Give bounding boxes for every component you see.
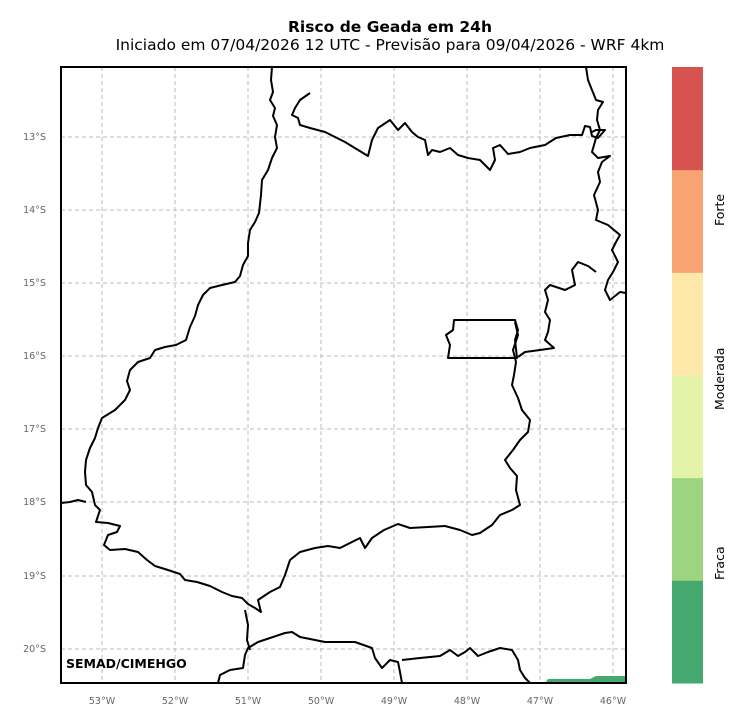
south-border-stub	[244, 609, 251, 651]
lon-tick-label: 52°W	[162, 696, 189, 707]
lon-tick-label: 49°W	[381, 696, 408, 707]
lat-tick-label: 18°S	[23, 497, 46, 508]
colorbar-segment	[672, 580, 703, 684]
colorbar-segment	[672, 272, 703, 376]
colorbar-label-moderada: Moderada	[712, 348, 727, 410]
lat-tick-label: 17°S	[23, 424, 46, 435]
lat-tick-label: 13°S	[23, 132, 46, 143]
south-border-east	[401, 647, 531, 684]
lon-tick-label: 48°W	[454, 696, 481, 707]
longitude-labels: 53°W 52°W 51°W 50°W 49°W 48°W 47°W 46°W	[89, 696, 627, 707]
goias-border	[84, 66, 531, 613]
lon-tick-label: 51°W	[235, 696, 262, 707]
colorbar-segment	[672, 477, 703, 581]
map-title: Risco de Geada em 24h	[287, 18, 493, 36]
lon-tick-label: 53°W	[89, 696, 116, 707]
federal-district-border	[445, 319, 519, 359]
frost-risk-area	[545, 676, 626, 683]
goias-border-east	[585, 66, 627, 301]
lat-tick-label: 14°S	[23, 205, 46, 216]
credit-label: SEMAD/CIMEHGO	[66, 656, 187, 671]
colorbar-segment	[672, 67, 703, 171]
map-frame	[60, 66, 627, 684]
graticule	[61, 67, 626, 683]
colorbar-segment	[672, 169, 703, 273]
colorbar	[672, 67, 703, 684]
colorbar-label-fraca: Fraca	[712, 546, 727, 580]
goias-border-southeast	[517, 261, 597, 358]
colorbar-segment	[672, 375, 703, 479]
lat-tick-label: 16°S	[23, 351, 46, 362]
lon-tick-label: 46°W	[600, 696, 627, 707]
west-border-stub	[60, 499, 87, 504]
colorbar-label-forte: Forte	[712, 194, 727, 226]
south-border	[217, 631, 403, 684]
lat-tick-label: 20°S	[23, 644, 46, 655]
map-subtitle: Iniciado em 07/04/2026 12 UTC - Previsão…	[115, 36, 665, 54]
lat-tick-label: 15°S	[23, 278, 46, 289]
lon-tick-label: 50°W	[308, 696, 335, 707]
latitude-labels: 13°S 14°S 15°S 16°S 17°S 18°S 19°S 20°S	[23, 132, 46, 655]
lat-tick-label: 19°S	[23, 571, 46, 582]
goias-border-north	[291, 92, 606, 171]
map-panel	[61, 67, 626, 683]
state-borders	[60, 66, 627, 684]
lon-tick-label: 47°W	[527, 696, 554, 707]
